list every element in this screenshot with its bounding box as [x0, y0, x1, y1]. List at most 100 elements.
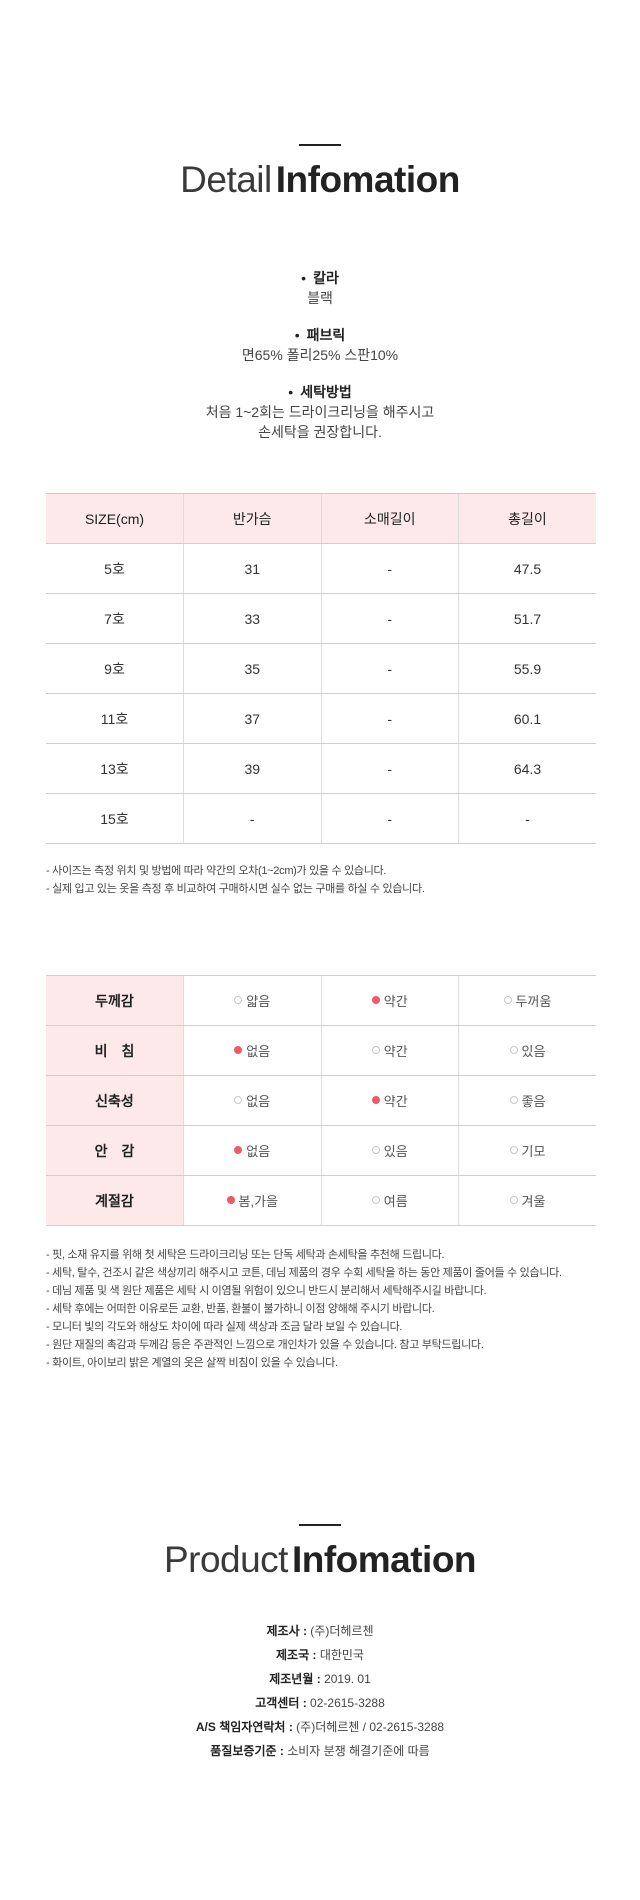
spec-label: 패브릭 — [0, 325, 640, 345]
feel-row-label: 신축성 — [46, 1075, 184, 1126]
size-cell: 15호 — [46, 793, 184, 844]
product-info-row: 제조년월 : 2019. 01 — [269, 1672, 371, 1686]
detail-info-title: Detail Infomation — [180, 159, 460, 200]
note-line: - 세탁, 탈수, 건조시 같은 색상끼리 해주시고 코튼, 데님 제품의 경우… — [46, 1267, 562, 1279]
size-notes: - 사이즈는 측정 위치 및 방법에 따라 약간의 오차(1~2cm)가 있을 … — [46, 862, 606, 898]
table-row: 비 침 없음 약간 있음 — [46, 1025, 596, 1076]
empty-dot-icon — [503, 995, 512, 1004]
size-cell: - — [183, 793, 321, 844]
product-info-header: Product Infomation — [0, 1524, 640, 1582]
feel-option-label: 있음 — [383, 1144, 408, 1159]
empty-dot-icon — [371, 1145, 380, 1154]
feel-row-label: 안 감 — [46, 1125, 184, 1176]
note-line: - 데님 제품 및 색 원단 제품은 세탁 시 이염될 위험이 있으니 반드시 … — [46, 1285, 487, 1297]
size-cell: 51.7 — [458, 593, 596, 644]
feel-option: 있음 — [320, 1125, 459, 1176]
size-cell: 31 — [183, 543, 321, 594]
table-row: 9호 35 - 55.9 — [46, 643, 596, 694]
empty-dot-icon — [234, 1095, 243, 1104]
feel-option-label: 겨울 — [521, 1194, 546, 1209]
note-line: - 모니터 빛의 각도와 해상도 차이에 따라 실제 색상과 조금 달라 보일 … — [46, 1321, 403, 1333]
care-notes: - 핏, 소재 유지를 위해 첫 세탁은 드라이크리닝 또는 단독 세탁과 손세… — [46, 1246, 606, 1372]
table-row: 안 감 없음 있음 기모 — [46, 1125, 596, 1176]
size-col-header: 반가슴 — [183, 493, 321, 544]
note-line: - 화이트, 아이보리 밝은 계열의 옷은 살짝 비침이 있을 수 있습니다. — [46, 1357, 338, 1369]
feel-option: 없음 — [183, 1125, 321, 1176]
header-divider — [299, 144, 341, 146]
note-line: - 세탁 후에는 어떠한 이유로든 교환, 반품, 환불이 불가하니 이점 양해… — [46, 1303, 435, 1315]
size-col-header: SIZE(cm) — [46, 493, 184, 544]
feel-option: 약간 — [320, 975, 459, 1026]
feel-option: 약간 — [320, 1075, 459, 1126]
size-col-header: 소매길이 — [320, 493, 459, 544]
feel-option: 여름 — [320, 1175, 459, 1226]
table-row: 신축성 없음 약간 좋음 — [46, 1075, 596, 1126]
feel-option-label: 기모 — [521, 1144, 546, 1159]
size-col-header: 총길이 — [458, 493, 596, 544]
feel-option: 없음 — [183, 1075, 321, 1126]
feel-row-label: 두께감 — [46, 975, 184, 1026]
selected-dot-icon — [371, 995, 380, 1004]
size-cell: - — [320, 643, 459, 694]
size-cell: - — [320, 743, 459, 794]
spec-label: 칼라 — [0, 268, 640, 288]
size-cell: 35 — [183, 643, 321, 694]
size-cell: 11호 — [46, 693, 184, 744]
spec-value: 블랙 — [307, 290, 333, 306]
feel-option-label: 없음 — [246, 1044, 271, 1059]
size-cell: 64.3 — [458, 743, 596, 794]
spec-item-fabric: 패브릭 면65% 폴리25% 스판10% — [0, 325, 640, 365]
size-cell: 39 — [183, 743, 321, 794]
feel-option: 얇음 — [183, 975, 321, 1026]
empty-dot-icon — [509, 1045, 518, 1054]
table-row: 11호 37 - 60.1 — [46, 693, 596, 744]
feel-option: 좋음 — [458, 1075, 596, 1126]
spec-value: 면65% 폴리25% 스판10% — [241, 347, 399, 363]
feel-option-label: 없음 — [246, 1144, 271, 1159]
size-cell: - — [320, 543, 459, 594]
size-cell: 9호 — [46, 643, 184, 694]
feel-option: 약간 — [320, 1025, 459, 1076]
product-info-title: Product Infomation — [163, 1539, 477, 1580]
empty-dot-icon — [509, 1145, 518, 1154]
feel-option-label: 있음 — [521, 1044, 546, 1059]
product-info-row: 품질보증기준 : 소비자 분쟁 해결기준에 따름 — [210, 1744, 430, 1758]
spec-list: 칼라 블랙 패브릭 면65% 폴리25% 스판10% 세탁방법 처음 1~2회는… — [0, 268, 640, 459]
feel-row-label: 계절감 — [46, 1175, 184, 1226]
feel-option-label: 얇음 — [246, 994, 271, 1009]
empty-dot-icon — [371, 1195, 380, 1204]
table-row: 13호 39 - 64.3 — [46, 743, 596, 794]
feel-option: 없음 — [183, 1025, 321, 1076]
selected-dot-icon — [226, 1195, 235, 1204]
size-cell: 13호 — [46, 743, 184, 794]
size-cell: 7호 — [46, 593, 184, 644]
size-cell: 5호 — [46, 543, 184, 594]
size-cell: - — [320, 593, 459, 644]
note-line: - 사이즈는 측정 위치 및 방법에 따라 약간의 오차(1~2cm)가 있을 … — [46, 865, 387, 877]
spec-value: 처음 1~2회는 드라이크리닝을 해주시고 손세탁을 권장합니다. — [205, 404, 435, 440]
detail-info-header: Detail Infomation — [0, 144, 640, 202]
size-table: SIZE(cm) 반가슴 소매길이 총길이 5호 31 - 47.5 7호 33… — [46, 493, 596, 844]
product-info-list: 제조사 : (주)더헤르첸 제조국 : 대한민국 제조년월 : 2019. 01… — [0, 1619, 640, 1763]
size-cell: 60.1 — [458, 693, 596, 744]
size-cell: 37 — [183, 693, 321, 744]
size-table-header: SIZE(cm) 반가슴 소매길이 총길이 — [46, 493, 596, 544]
table-row: 5호 31 - 47.5 — [46, 543, 596, 594]
feel-option: 두꺼움 — [458, 975, 596, 1026]
header-divider — [299, 1524, 341, 1526]
product-info-row: 제조사 : (주)더헤르첸 — [266, 1624, 374, 1638]
feel-option-label: 여름 — [383, 1194, 408, 1209]
note-line: - 원단 재질의 촉감과 두께감 등은 주관적인 느낌으로 개인차가 있을 수 … — [46, 1339, 484, 1351]
feel-option-label: 약간 — [383, 1044, 408, 1059]
table-row: 계절감 봄,가을 여름 겨울 — [46, 1175, 596, 1226]
product-info-row: A/S 책임자연락처 : (주)더헤르첸 / 02-2615-3288 — [195, 1720, 445, 1734]
empty-dot-icon — [234, 995, 243, 1004]
size-cell: 33 — [183, 593, 321, 644]
spec-item-washing: 세탁방법 처음 1~2회는 드라이크리닝을 해주시고 손세탁을 권장합니다. — [0, 382, 640, 442]
selected-dot-icon — [234, 1145, 243, 1154]
feel-option: 있음 — [458, 1025, 596, 1076]
spec-item-color: 칼라 블랙 — [0, 268, 640, 308]
spec-label: 세탁방법 — [0, 382, 640, 402]
product-info-row: 제조국 : 대한민국 — [276, 1648, 364, 1662]
feel-option: 봄,가을 — [183, 1175, 321, 1226]
